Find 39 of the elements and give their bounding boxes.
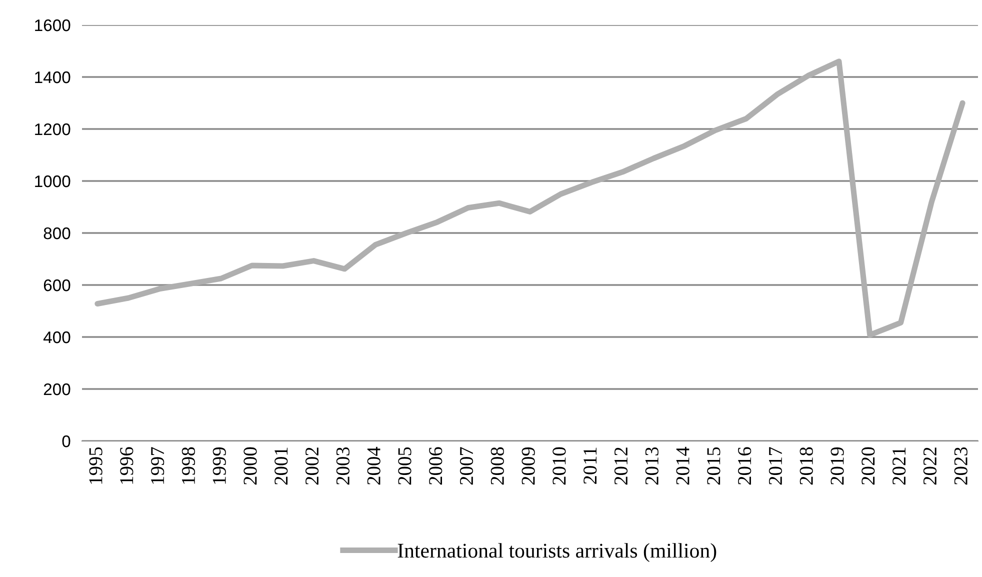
x-tick-label: 2010: [552, 447, 566, 485]
x-tick-label: 2007: [460, 447, 474, 485]
x-tick-label: 2017: [768, 447, 782, 485]
x-tick-label: 2003: [336, 447, 350, 485]
y-tick-label: 0: [62, 435, 70, 448]
x-tick-label: 2015: [707, 447, 720, 485]
y-tick-label: 1600: [35, 19, 70, 32]
x-tick-label: 2021: [892, 448, 906, 485]
x-tick-label: 2012: [614, 448, 628, 485]
x-tick-label: 2008: [490, 447, 504, 485]
x-tick-label: 2016: [738, 447, 752, 485]
x-tick-label: 1997: [151, 447, 164, 484]
legend-label: International tourists arrivals (million): [398, 543, 716, 562]
x-tick-label: 2006: [429, 447, 442, 485]
y-tick-label: 600: [44, 279, 70, 292]
x-tick-label: 1998: [182, 447, 196, 484]
x-tick-label: 2011: [584, 448, 597, 484]
x-tick-label: 2014: [676, 446, 690, 485]
x-tick-label: 2009: [522, 447, 535, 485]
y-tick-label: 1400: [35, 71, 70, 84]
x-tick-label: 1996: [120, 447, 134, 484]
x-tick-label: 2022: [923, 448, 937, 485]
y-tick-label: 1000: [35, 175, 70, 188]
y-tick-label: 400: [43, 331, 70, 344]
x-tick-label: 2013: [645, 447, 658, 485]
x-tick-label: 2018: [800, 447, 813, 485]
x-tick-label: 2000: [244, 447, 257, 485]
x-tick-label: 1995: [89, 447, 102, 484]
y-tick-label: 1200: [35, 123, 70, 136]
x-tick-label: 1999: [212, 447, 226, 484]
y-tick-label: 200: [44, 383, 70, 396]
x-tick-label: 2002: [305, 448, 319, 485]
x-tick-label: 2020: [862, 447, 875, 485]
x-tick-label: 2005: [398, 447, 412, 485]
x-tick-label: 2004: [367, 446, 380, 485]
x-tick-label: 2019: [830, 447, 844, 485]
y-tick-label: 800: [44, 227, 70, 240]
x-tick-label: 2001: [274, 448, 288, 485]
x-tick-label: 2023: [954, 447, 968, 485]
